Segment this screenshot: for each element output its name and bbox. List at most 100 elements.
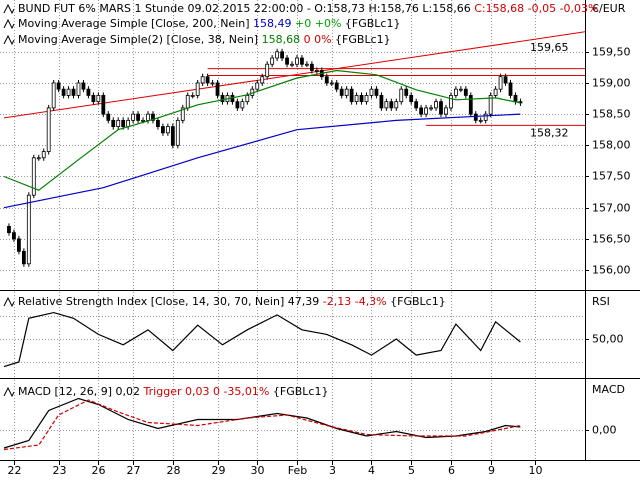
legend-entry: Moving Average Simple(2) [Close, 38, Nei… [18,33,391,46]
legend-value: 158,68 [258,33,300,46]
x-tick-label: 26 [92,464,106,477]
candle [195,82,200,96]
y-tick-label: 0,00 [592,424,617,437]
candle [458,88,463,91]
candle [468,95,473,115]
trend-line [3,31,586,119]
candle [91,95,96,103]
y-tick-label: 159,50 [592,46,631,59]
candle [404,88,409,96]
candle [384,101,389,109]
legend-icon [3,34,15,46]
candle [215,82,220,96]
candle [498,76,503,90]
candle [324,76,329,84]
candle [488,95,493,115]
candle [374,88,379,96]
candle [220,95,225,103]
candle [141,119,145,122]
x-tick-label: 5 [408,464,415,477]
candle [503,76,508,84]
candle [111,119,116,128]
candle [439,101,443,115]
candle [493,88,498,96]
candle [463,88,468,96]
candle [151,113,155,121]
candle [478,119,483,122]
candle [270,57,275,65]
candle [26,194,31,265]
candle [205,76,210,84]
candle [379,95,384,109]
candle [165,126,170,134]
candle [290,63,294,66]
candle [16,238,21,252]
legend-name: MACD [12, 26, 9] [18,385,112,398]
candle [260,76,265,84]
y-tick-label: 50,00 [592,333,624,346]
series-line [3,311,521,368]
legend-name: Moving Average Simple [Close, 200, Nein] [18,17,250,30]
candle [235,101,240,109]
legend-value: 0,02 [112,385,140,398]
candle [453,88,458,96]
legend-value: +0 +0% [292,17,342,30]
legend-entry: MACD [12, 26, 9] 0,02 Trigger 0,03 0 -35… [18,385,328,398]
x-tick-label: 6 [448,464,455,477]
candle [41,151,46,159]
candle [12,232,16,240]
legend-entry: Relative Strength Index [Close, 14, 30, … [18,295,446,308]
candle [81,82,86,90]
candle [434,101,438,109]
legend-icon [3,18,15,30]
candle [419,107,424,115]
series-line [3,113,521,209]
candle [146,113,150,121]
candle [473,113,478,121]
candle [161,126,165,134]
candle [56,82,61,90]
candle [71,88,76,96]
axis-label: RSI [592,295,610,308]
y-tick-label: 158,50 [592,108,631,121]
legend-value: 47,39 [284,295,319,308]
trend-label: 159,65 [530,41,569,54]
candle [61,88,66,96]
x-tick-label: 27 [127,464,141,477]
candle [449,95,453,109]
candle [295,57,299,65]
currency-label: €/EUR [592,2,626,15]
candle [399,88,404,103]
legend-value: 0 0% [300,33,331,46]
candle [513,95,518,103]
candle [121,119,126,128]
candle [240,101,245,109]
candle [101,95,106,115]
candle [66,88,71,96]
candle [210,82,215,85]
y-tick-label: 159,00 [592,77,631,90]
candle [190,95,195,97]
candle [76,82,81,96]
candle [354,95,359,103]
candle [429,107,433,110]
candle [280,51,284,59]
y-tick-label: 156,00 [592,264,631,277]
legend-value: {FGBLc1} [387,295,446,308]
x-tick-label: 10 [529,464,543,477]
candle [21,250,26,265]
candle [339,88,344,96]
series-line [3,69,521,191]
candle [96,95,101,103]
candle [175,119,180,146]
candle [300,57,304,65]
candle [389,101,394,109]
candle [265,63,270,78]
candle [126,119,131,128]
header: BUND FUT 6% MARS 1 Stunde 09.02.2015 22:… [18,2,599,15]
candle [444,107,448,115]
legend-value: {FGBLc1} [269,385,328,398]
